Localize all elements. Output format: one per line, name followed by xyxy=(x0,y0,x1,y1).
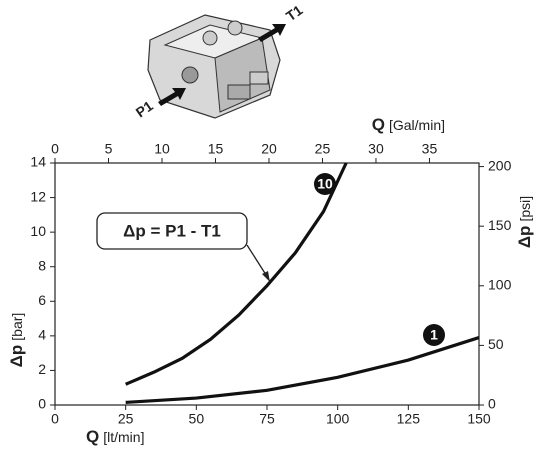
series-badge xyxy=(314,173,336,195)
y-tick-label: 14 xyxy=(30,154,46,170)
x-tick-label: 75 xyxy=(259,411,275,427)
x2-axis-label: Q [Gal/min] xyxy=(372,115,445,134)
y2-tick-label: 100 xyxy=(488,276,512,292)
curve xyxy=(125,162,348,386)
axis-symbol: Δp xyxy=(7,345,26,368)
y2-tick-label: 150 xyxy=(488,217,512,233)
axis-symbol: Q xyxy=(86,427,99,446)
y2-axis-label: Δp [psi] xyxy=(515,196,534,248)
series-badge xyxy=(423,324,445,346)
valve-image xyxy=(147,14,286,119)
y-axis-label: Δp [bar] xyxy=(7,313,26,368)
x-tick-label: 25 xyxy=(118,411,134,427)
x2-tick-label: 25 xyxy=(315,141,331,157)
x2-tick-label: 30 xyxy=(368,141,384,157)
x-tick-label: 100 xyxy=(326,411,350,427)
series-label: 10 xyxy=(317,176,333,192)
x2-tick-label: 15 xyxy=(208,141,224,157)
axis-unit: [Gal/min] xyxy=(389,117,445,133)
valve-label: P1 xyxy=(133,97,156,120)
x2-tick-label: 20 xyxy=(261,141,277,157)
y2-tick-label: 50 xyxy=(488,336,504,352)
y-tick-label: 8 xyxy=(38,257,46,273)
x-axis-label: Q [lt/min] xyxy=(86,427,144,446)
annotation: Δp = P1 - T1 xyxy=(123,221,221,240)
x-tick-label: 0 xyxy=(51,411,59,427)
axis-unit: [psi] xyxy=(517,196,533,222)
valve-label: T1 xyxy=(283,2,306,25)
y-tick-label: 6 xyxy=(38,292,46,308)
x-tick-label: 50 xyxy=(189,411,205,427)
x-tick-label: 150 xyxy=(467,411,491,427)
x2-tick-label: 5 xyxy=(105,141,113,157)
curve xyxy=(125,336,480,405)
y-tick-label: 12 xyxy=(30,188,46,204)
y2-tick-label: 200 xyxy=(488,157,512,173)
x2-tick-label: 0 xyxy=(51,141,59,157)
annotation-arrow xyxy=(246,244,269,279)
axis-unit: [lt/min] xyxy=(103,429,144,445)
y-tick-label: 10 xyxy=(30,223,46,239)
annotation-box xyxy=(96,212,248,250)
y-tick-label: 0 xyxy=(38,396,46,412)
axis-unit: [bar] xyxy=(9,313,25,341)
axis-symbol: Δp xyxy=(515,226,534,249)
y2-tick-label: 0 xyxy=(488,396,496,412)
series-label: 1 xyxy=(430,327,438,343)
x2-tick-label: 35 xyxy=(422,141,438,157)
x-tick-label: 125 xyxy=(397,411,421,427)
x2-tick-label: 10 xyxy=(154,141,170,157)
y-tick-label: 2 xyxy=(38,361,46,377)
y-tick-label: 4 xyxy=(38,327,46,343)
axis-symbol: Q xyxy=(372,115,385,134)
annotation-arrowhead xyxy=(262,271,270,282)
